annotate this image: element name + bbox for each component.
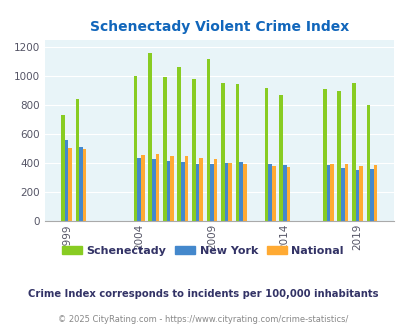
Bar [68, 148, 72, 221]
Bar [170, 156, 173, 221]
Bar [83, 148, 86, 221]
Bar [213, 159, 217, 221]
Bar [355, 170, 358, 221]
Bar [210, 164, 213, 221]
Bar [195, 164, 199, 221]
Bar [199, 158, 202, 221]
Bar [286, 167, 290, 221]
Bar [75, 99, 79, 221]
Bar [133, 76, 137, 221]
Bar [326, 165, 329, 221]
Bar [337, 91, 340, 221]
Bar [242, 164, 246, 221]
Bar [137, 158, 141, 221]
Bar [282, 165, 286, 221]
Text: Crime Index corresponds to incidents per 100,000 inhabitants: Crime Index corresponds to incidents per… [28, 289, 377, 299]
Bar [192, 79, 195, 221]
Bar [340, 168, 344, 221]
Bar [279, 95, 282, 221]
Bar [369, 169, 373, 221]
Bar [228, 163, 231, 221]
Legend: Schenectady, New York, National: Schenectady, New York, National [58, 241, 347, 260]
Bar [235, 84, 239, 221]
Bar [239, 162, 242, 221]
Bar [141, 155, 144, 221]
Bar [366, 105, 369, 221]
Title: Schenectady Violent Crime Index: Schenectady Violent Crime Index [90, 20, 348, 34]
Bar [344, 164, 347, 221]
Text: © 2025 CityRating.com - https://www.cityrating.com/crime-statistics/: © 2025 CityRating.com - https://www.city… [58, 315, 347, 324]
Bar [177, 67, 181, 221]
Bar [329, 164, 333, 221]
Bar [151, 159, 155, 221]
Bar [322, 89, 326, 221]
Bar [220, 83, 224, 221]
Bar [61, 115, 64, 221]
Bar [268, 164, 271, 221]
Bar [148, 53, 151, 221]
Bar [358, 166, 362, 221]
Bar [79, 147, 83, 221]
Bar [224, 163, 228, 221]
Bar [264, 87, 268, 221]
Bar [373, 165, 377, 221]
Bar [181, 162, 184, 221]
Bar [166, 161, 170, 221]
Bar [206, 59, 210, 221]
Bar [64, 140, 68, 221]
Bar [271, 166, 275, 221]
Bar [155, 153, 159, 221]
Bar [162, 77, 166, 221]
Bar [351, 83, 355, 221]
Bar [184, 156, 188, 221]
